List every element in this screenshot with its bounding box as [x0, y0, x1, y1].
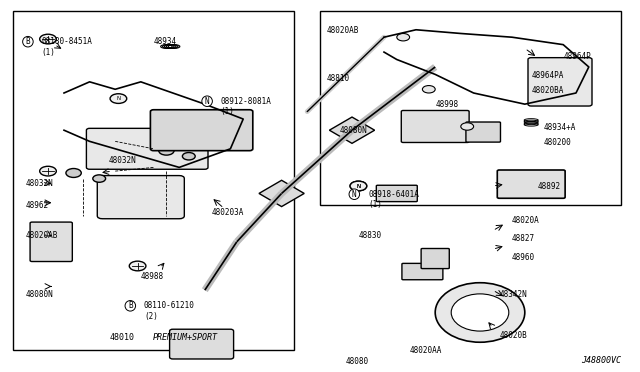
Text: N: N	[352, 190, 356, 199]
Ellipse shape	[435, 283, 525, 342]
Text: 48342N: 48342N	[499, 290, 527, 299]
Text: 48010: 48010	[109, 333, 134, 342]
Text: 48020AA: 48020AA	[410, 346, 442, 355]
Text: B: B	[26, 37, 30, 46]
Text: 48934: 48934	[154, 37, 177, 46]
Text: 48960: 48960	[512, 253, 535, 262]
Text: 480200: 480200	[544, 138, 572, 147]
FancyBboxPatch shape	[528, 58, 592, 106]
Text: 08110-61210
(2): 08110-61210 (2)	[144, 301, 195, 321]
Text: B: B	[128, 301, 132, 310]
FancyBboxPatch shape	[86, 128, 208, 169]
Circle shape	[129, 261, 146, 271]
Bar	[330, 117, 374, 143]
FancyBboxPatch shape	[466, 122, 500, 142]
Text: 48080: 48080	[346, 357, 369, 366]
Text: 48020AB: 48020AB	[26, 231, 58, 240]
Circle shape	[422, 86, 435, 93]
Text: 48020BA: 48020BA	[531, 86, 564, 94]
Circle shape	[350, 181, 367, 191]
Ellipse shape	[451, 294, 509, 331]
Text: 48827: 48827	[512, 234, 535, 243]
Text: 48892: 48892	[538, 182, 561, 191]
Text: 48830: 48830	[358, 231, 381, 240]
Text: 48032N: 48032N	[26, 179, 53, 187]
Circle shape	[93, 175, 106, 182]
Text: 48998: 48998	[435, 100, 458, 109]
Text: 48020AB: 48020AB	[326, 26, 359, 35]
Text: J48800VC: J48800VC	[581, 356, 621, 365]
Text: 48988: 48988	[141, 272, 164, 280]
Text: N: N	[116, 96, 120, 101]
Text: 480203A: 480203A	[211, 208, 244, 217]
Text: 48964P: 48964P	[563, 52, 591, 61]
Circle shape	[461, 123, 474, 130]
FancyBboxPatch shape	[97, 176, 184, 219]
FancyBboxPatch shape	[170, 329, 234, 359]
Text: N: N	[356, 183, 360, 189]
Text: N: N	[356, 183, 360, 189]
Circle shape	[159, 146, 174, 155]
Text: 48934+A: 48934+A	[544, 123, 577, 132]
Text: PREMIUM+SPORT: PREMIUM+SPORT	[153, 333, 218, 342]
Text: 08912-8081A
(1): 08912-8081A (1)	[221, 97, 271, 116]
FancyBboxPatch shape	[401, 110, 469, 142]
Circle shape	[66, 169, 81, 177]
FancyBboxPatch shape	[402, 263, 443, 280]
Bar	[259, 180, 304, 206]
Text: N: N	[205, 97, 209, 106]
FancyBboxPatch shape	[497, 170, 565, 198]
Text: 08180-8451A
(1): 08180-8451A (1)	[42, 37, 92, 57]
FancyBboxPatch shape	[421, 248, 449, 269]
Text: 48964PA: 48964PA	[531, 71, 564, 80]
Circle shape	[40, 34, 56, 44]
Circle shape	[350, 181, 367, 191]
Text: 48962: 48962	[26, 201, 49, 210]
Text: 48810: 48810	[326, 74, 349, 83]
Text: 08918-6401A
(1): 08918-6401A (1)	[368, 190, 419, 209]
Circle shape	[397, 33, 410, 41]
Circle shape	[40, 166, 56, 176]
FancyBboxPatch shape	[150, 110, 253, 151]
Circle shape	[110, 94, 127, 103]
FancyBboxPatch shape	[30, 222, 72, 262]
Text: 48080N: 48080N	[26, 290, 53, 299]
Text: 48032N: 48032N	[109, 156, 136, 165]
Circle shape	[182, 153, 195, 160]
Text: 48020A: 48020A	[512, 216, 540, 225]
Text: 48080N: 48080N	[339, 126, 367, 135]
FancyBboxPatch shape	[376, 185, 417, 202]
Text: 48020B: 48020B	[499, 331, 527, 340]
